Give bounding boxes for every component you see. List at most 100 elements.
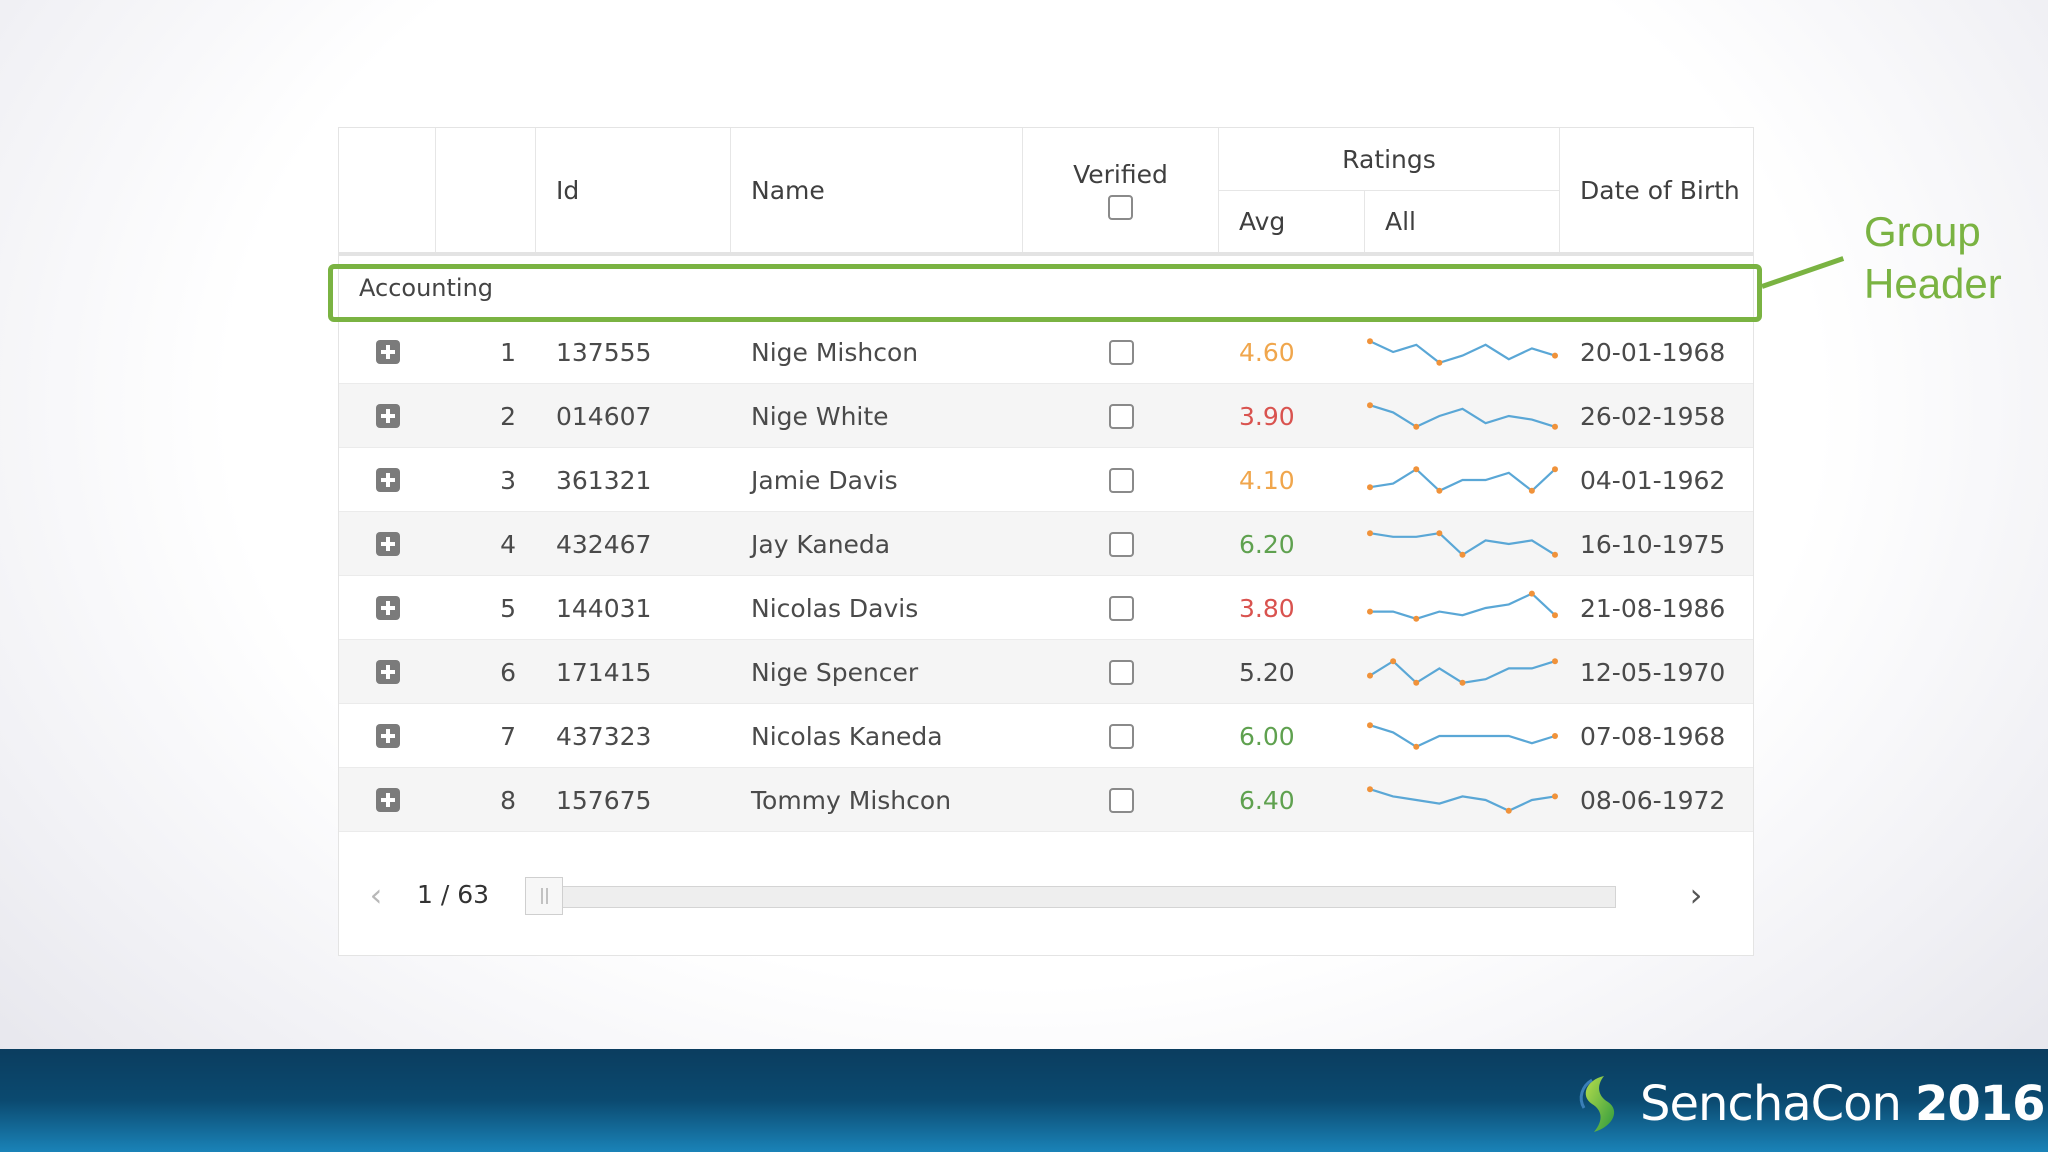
verified-checkbox[interactable]: [1108, 531, 1134, 557]
row-expander[interactable]: [339, 512, 436, 576]
brand-wordmark: SenchaCon 2016: [1640, 1076, 2046, 1132]
ratings-sparkline: [1367, 786, 1558, 814]
plus-square-icon[interactable]: [375, 596, 400, 620]
sparkline-point: [1436, 487, 1443, 494]
cell-name: Nicolas Kaneda: [751, 721, 943, 751]
row-expander[interactable]: [339, 704, 436, 768]
row-number: 7: [500, 721, 516, 751]
sparkline-path: [1369, 467, 1556, 493]
cell-verified: [1023, 768, 1219, 832]
sparkline-point: [1552, 352, 1558, 359]
verified-checkbox[interactable]: [1108, 339, 1134, 365]
header-all[interactable]: All: [1365, 191, 1560, 252]
table-row[interactable]: 7 437323 Nicolas Kaneda 6.00 07-08-1968: [339, 704, 1753, 768]
cell-verified: [1023, 384, 1219, 448]
table-row[interactable]: 2 014607 Nige White 3.90 26-02-1958: [339, 384, 1753, 448]
row-expander[interactable]: [339, 320, 436, 384]
cell-avg-rating: 5.20: [1239, 657, 1295, 687]
verified-checkbox[interactable]: [1108, 787, 1134, 813]
row-number: 6: [500, 657, 516, 687]
table-row[interactable]: 5 144031 Nicolas Davis 3.80 21-08-1986: [339, 576, 1753, 640]
table-row[interactable]: 4 432467 Jay Kaneda 6.20 16-10-1975: [339, 512, 1753, 576]
header-avg-label: Avg: [1239, 207, 1286, 236]
plus-square-icon[interactable]: [375, 340, 400, 364]
plus-square-icon[interactable]: [375, 724, 400, 748]
row-expander[interactable]: [339, 576, 436, 640]
sparkline-point: [1552, 466, 1558, 473]
callout-label: Group Header: [1864, 206, 2002, 310]
cell-name: Nige Spencer: [751, 657, 919, 687]
table-row[interactable]: 8 157675 Tommy Mishcon 6.40 08-06-1972: [339, 768, 1753, 832]
brand-year: 2016: [1914, 1076, 2046, 1132]
chevron-left-icon[interactable]: ‹: [369, 876, 383, 914]
cell-id: 361321: [556, 465, 652, 495]
cell-all-ratings: [1365, 768, 1560, 832]
plus-square-icon[interactable]: [375, 468, 400, 492]
cell-id: 014607: [556, 401, 652, 431]
cell-dob: 21-08-1986: [1580, 593, 1726, 623]
header-avg[interactable]: Avg: [1219, 191, 1365, 252]
cell-dob: 16-10-1975: [1580, 529, 1726, 559]
sparkline-path: [1369, 659, 1556, 685]
sparkline-point: [1459, 679, 1466, 686]
table-row[interactable]: 3 361321 Jamie Davis 4.10 04-01-1962: [339, 448, 1753, 512]
sparkline-point: [1528, 590, 1535, 597]
row-expander[interactable]: [339, 384, 436, 448]
group-header-highlight: [328, 264, 1762, 322]
table-row[interactable]: 6 171415 Nige Spencer 5.20 12-05-1970: [339, 640, 1753, 704]
cell-dob: 07-08-1968: [1580, 721, 1726, 751]
cell-dob: 08-06-1972: [1580, 785, 1726, 815]
header-dob[interactable]: Date of Birth: [1560, 128, 1755, 252]
row-number: 5: [500, 593, 516, 623]
cell-verified: [1023, 512, 1219, 576]
cell-avg-rating: 4.10: [1239, 465, 1295, 495]
cell-id: 144031: [556, 593, 652, 623]
cell-id: 157675: [556, 785, 652, 815]
cell-avg-rating: 6.20: [1239, 529, 1295, 559]
header-id[interactable]: Id: [536, 128, 731, 252]
callout-line1: Group: [1864, 208, 1981, 255]
pager-slider-track[interactable]: [529, 886, 1616, 908]
verified-checkbox[interactable]: [1108, 403, 1134, 429]
cell-dob: 12-05-1970: [1580, 657, 1726, 687]
sparkline-point: [1436, 530, 1443, 537]
pager: ‹ 1 / 63 ›: [339, 872, 1753, 920]
sparkline-point: [1413, 466, 1420, 473]
plus-square-icon[interactable]: [375, 660, 400, 684]
chevron-right-icon[interactable]: ›: [1689, 876, 1703, 914]
ratings-sparkline: [1367, 466, 1558, 494]
verified-checkbox[interactable]: [1108, 723, 1134, 749]
cell-avg-rating: 3.90: [1239, 401, 1295, 431]
page-count: 1 / 63: [417, 880, 490, 909]
data-grid: Id Name Verified Ratings Avg All Date of…: [338, 127, 1754, 956]
header-name-label: Name: [751, 175, 825, 205]
header-verified[interactable]: Verified: [1023, 128, 1219, 252]
plus-square-icon[interactable]: [375, 788, 400, 812]
sparkline-point: [1552, 793, 1558, 800]
sparkline-point: [1390, 658, 1397, 665]
plus-square-icon[interactable]: [375, 404, 400, 428]
cell-dob: 20-01-1968: [1580, 337, 1726, 367]
sparkline-point: [1367, 402, 1373, 409]
table-row[interactable]: 1 137555 Nige Mishcon 4.60 20-01-1968: [339, 320, 1753, 384]
verified-checkbox[interactable]: [1108, 467, 1134, 493]
cell-verified: [1023, 448, 1219, 512]
cell-name: Nige Mishcon: [751, 337, 919, 367]
header-name[interactable]: Name: [731, 128, 1023, 252]
cell-avg-rating: 4.60: [1239, 337, 1295, 367]
row-expander[interactable]: [339, 448, 436, 512]
pager-slider-thumb[interactable]: [525, 877, 563, 915]
cell-verified: [1023, 576, 1219, 640]
sparkline-point: [1552, 733, 1558, 739]
plus-square-icon[interactable]: [375, 532, 400, 556]
header-ratings-group: Ratings Avg All: [1219, 128, 1560, 252]
row-expander[interactable]: [339, 640, 436, 704]
select-all-checkbox[interactable]: [1108, 195, 1133, 220]
verified-checkbox[interactable]: [1108, 659, 1134, 685]
cell-name: Jamie Davis: [751, 465, 898, 495]
row-expander[interactable]: [339, 768, 436, 832]
sparkline-point: [1552, 658, 1558, 665]
header-expander-column: [339, 128, 436, 252]
verified-checkbox[interactable]: [1108, 595, 1134, 621]
sparkline-point: [1367, 338, 1373, 345]
